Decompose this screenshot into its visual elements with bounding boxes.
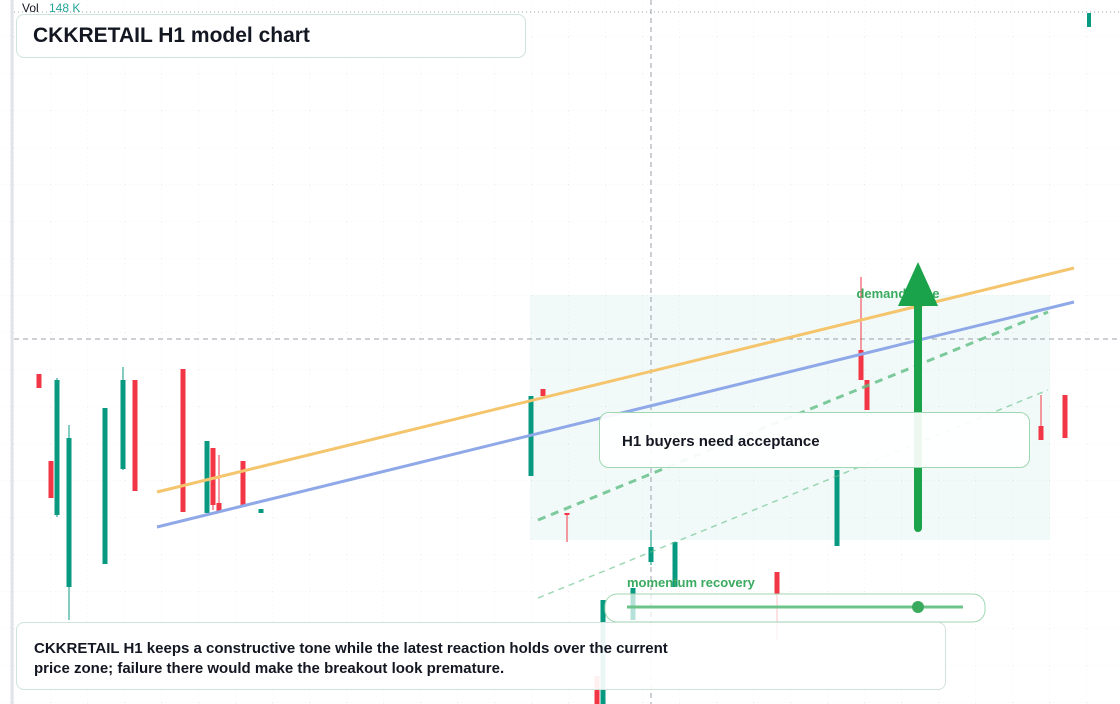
candle-body xyxy=(672,542,678,587)
candle-body xyxy=(648,547,654,562)
candle-body xyxy=(774,572,780,594)
chart-title: CKKRETAIL H1 model chart xyxy=(16,14,526,58)
candle-body xyxy=(1062,395,1068,438)
candle-body xyxy=(594,676,600,704)
candle-body xyxy=(36,374,42,388)
candle-body xyxy=(132,380,138,491)
caption-text: CKKRETAIL H1 keeps a constructive tone w… xyxy=(34,640,668,677)
annotation-box: H1 buyers need acceptance xyxy=(599,412,1030,468)
channel-line xyxy=(537,389,1049,599)
candle-body xyxy=(204,441,210,513)
volume-bar xyxy=(1087,13,1091,27)
candle-body xyxy=(540,389,546,396)
candle-body xyxy=(864,380,870,410)
annotation: momentum recovery xyxy=(627,575,756,590)
candle-body xyxy=(54,380,60,515)
candle-body xyxy=(216,503,222,512)
candle-body xyxy=(834,470,840,546)
candle-body xyxy=(258,509,264,513)
candle-body xyxy=(210,448,216,505)
channel-line xyxy=(537,310,1049,522)
arrow-head xyxy=(898,262,938,306)
candle-body xyxy=(1038,426,1044,440)
caption: CKKRETAIL H1 keeps a constructive tone w… xyxy=(16,622,946,690)
candle-body xyxy=(102,408,108,564)
volume-label: Vol xyxy=(22,1,39,15)
candle-body xyxy=(180,369,186,512)
volume-value: 148 K xyxy=(49,1,80,15)
candle-body xyxy=(564,513,570,515)
candle-body xyxy=(120,380,126,469)
candle-body xyxy=(858,350,864,380)
candle-body xyxy=(66,438,72,587)
candle-body xyxy=(48,461,54,498)
candle-body xyxy=(240,461,246,506)
slider-knob xyxy=(912,601,924,613)
